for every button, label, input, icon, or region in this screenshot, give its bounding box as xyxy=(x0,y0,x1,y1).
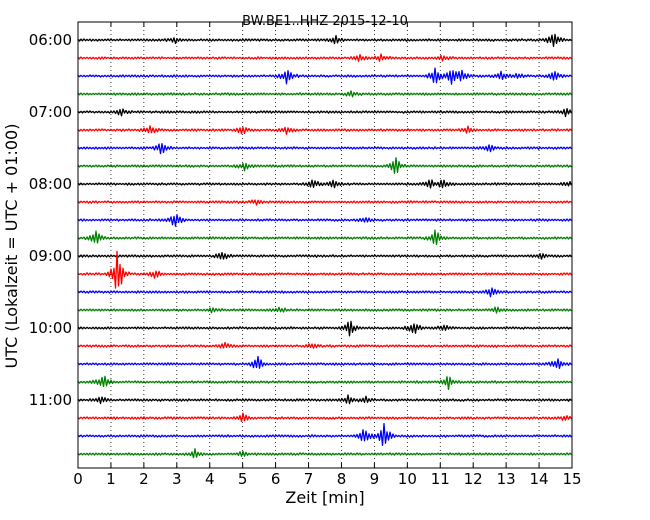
x-tick-label-12: 12 xyxy=(464,470,483,488)
axes-frame xyxy=(77,21,573,469)
x-tick-label-3: 3 xyxy=(172,470,182,488)
trace-1145 xyxy=(77,448,572,459)
x-tick-label-6: 6 xyxy=(271,470,281,488)
y-tick-label-0: 06:00 xyxy=(29,31,72,49)
trace-0945 xyxy=(77,306,572,314)
x-tick-label-15: 15 xyxy=(562,470,581,488)
x-tick-label-2: 2 xyxy=(139,470,149,488)
trace-0730 xyxy=(77,142,572,155)
x-tick-label-13: 13 xyxy=(497,470,516,488)
trace-0815 xyxy=(77,199,572,206)
trace-0600 xyxy=(77,33,572,47)
y-tick-label-5: 11:00 xyxy=(29,391,72,409)
x-axis-label: Zeit [min] xyxy=(285,488,364,507)
x-tick-label-5: 5 xyxy=(238,470,248,488)
x-tick-label-11: 11 xyxy=(431,470,450,488)
x-tick-label-14: 14 xyxy=(530,470,549,488)
trace-0800 xyxy=(77,179,573,189)
trace-0900 xyxy=(77,251,573,260)
trace-0700 xyxy=(77,107,573,118)
y-tick-label-3: 09:00 xyxy=(29,247,72,265)
x-tick-label-7: 7 xyxy=(304,470,314,488)
trace-1015 xyxy=(77,341,572,349)
trace-0630 xyxy=(77,67,572,85)
trace-0645 xyxy=(77,90,572,98)
y-tick-label-2: 08:00 xyxy=(29,175,72,193)
trace-1100 xyxy=(77,394,572,405)
trace-0930 xyxy=(77,287,572,298)
x-tick-label-9: 9 xyxy=(370,470,380,488)
traces xyxy=(77,33,573,459)
trace-1045 xyxy=(77,375,572,391)
y-tick-label-4: 10:00 xyxy=(29,319,72,337)
trace-0915 xyxy=(77,250,572,289)
x-tick-label-10: 10 xyxy=(398,470,417,488)
trace-1000 xyxy=(77,320,572,337)
trace-1130 xyxy=(77,422,573,446)
x-tick-label-4: 4 xyxy=(205,470,215,488)
trace-0715 xyxy=(77,125,572,135)
trace-0830 xyxy=(77,214,572,227)
trace-0745 xyxy=(77,157,572,174)
y-axis-label: UTC (Lokalzeit = UTC + 01:00) xyxy=(2,124,21,369)
trace-0615 xyxy=(77,53,572,62)
x-tick-label-1: 1 xyxy=(106,470,116,488)
x-tick-label-0: 0 xyxy=(73,470,83,488)
plot-frame xyxy=(77,21,573,469)
x-tick-label-8: 8 xyxy=(337,470,347,488)
trace-0845 xyxy=(77,229,572,246)
ticks: 0 1 2 3 4 5 6 7 8 9 10 11 12 13 14 1506:0007:0008:0009:… xyxy=(29,22,582,488)
trace-1115 xyxy=(77,412,573,423)
y-tick-label-1: 07:00 xyxy=(29,103,72,121)
trace-1030 xyxy=(77,355,573,370)
